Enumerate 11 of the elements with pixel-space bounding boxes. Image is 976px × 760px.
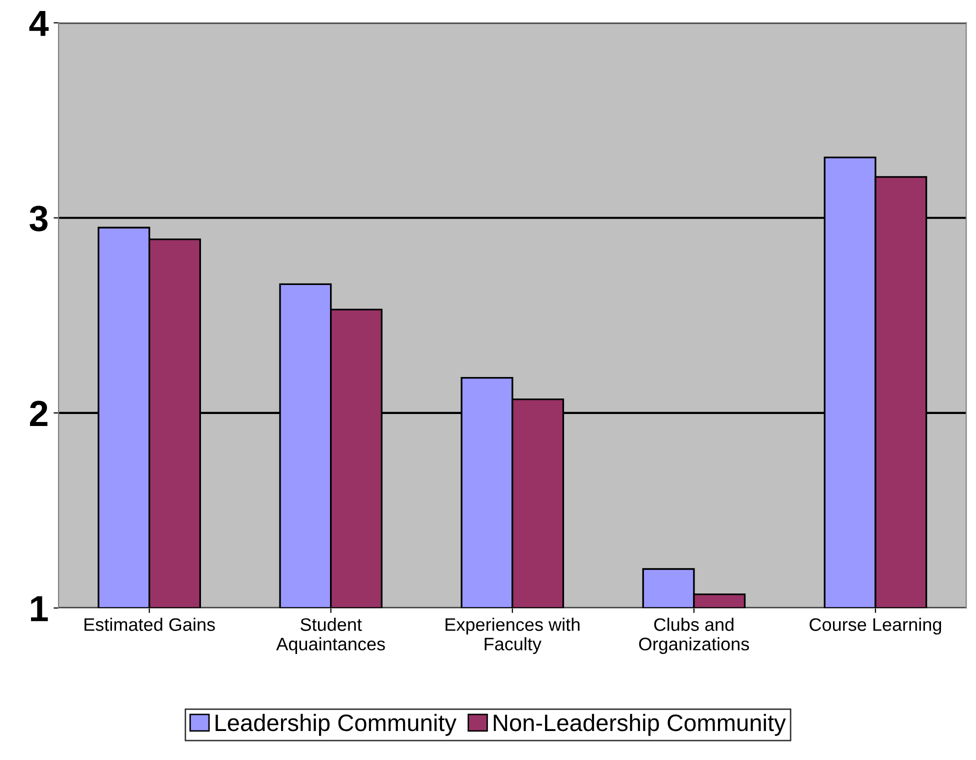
y-tick-label: 3 [30, 206, 48, 232]
y-tick-label: 2 [30, 400, 48, 426]
y-tick-label: 1 [31, 596, 48, 622]
x-tick-label: Clubs and Organizations [639, 618, 749, 654]
x-tick-label: Course Learning [810, 618, 942, 635]
x-tick-label: Experiences with Faculty [446, 618, 580, 654]
y-tick-label: 4 [29, 11, 49, 36]
x-tick-label: Student Aquaintances [276, 618, 385, 654]
legend-label: Leadership Community [216, 714, 456, 736]
x-tick-label: Estimated Gains [84, 618, 215, 631]
legend-label: Non-Leadership Community [494, 714, 786, 736]
